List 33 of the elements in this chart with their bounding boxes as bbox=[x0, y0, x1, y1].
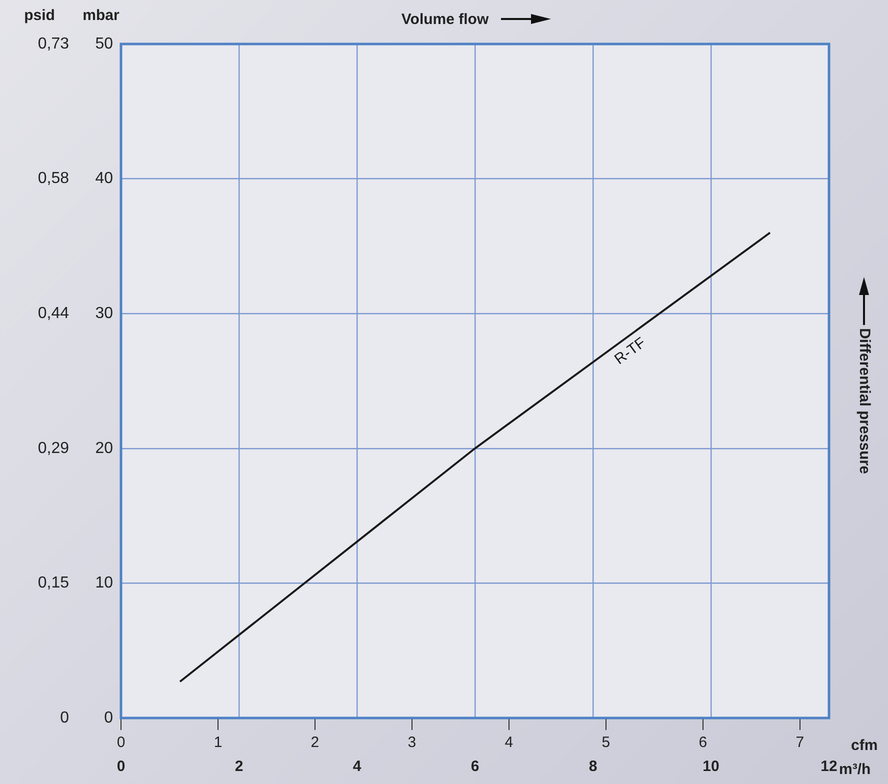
y-axis-title: mbar bbox=[82, 7, 120, 24]
x-tick-label: 10 bbox=[702, 758, 720, 776]
y-tick-label: 50 bbox=[95, 35, 114, 52]
x-tick-label: 6 bbox=[470, 758, 480, 776]
x2-tick-label: 0 bbox=[116, 734, 126, 752]
y2-tick-label: 0,29 bbox=[38, 440, 70, 457]
x-tick-label: 8 bbox=[588, 758, 598, 776]
x-tick-label: 4 bbox=[352, 758, 362, 776]
chart-title: Volume flow bbox=[401, 11, 489, 28]
y2-tick-label: 0,44 bbox=[38, 305, 70, 322]
y-tick-label: 20 bbox=[95, 440, 114, 457]
y-tick-label: 0 bbox=[104, 709, 114, 726]
y2-tick-label: 0 bbox=[60, 709, 70, 726]
x2-tick-label: 3 bbox=[408, 734, 416, 752]
y2-tick-label: 0,15 bbox=[38, 574, 70, 592]
x-axis-title: m³/h bbox=[839, 761, 871, 778]
text: Differential pressure bbox=[856, 328, 873, 474]
x-tick-label: 2 bbox=[234, 758, 244, 776]
x-tick-label: 12 bbox=[820, 758, 838, 776]
x2-axis-title: cfm bbox=[851, 737, 878, 754]
y2-axis-title: psid bbox=[24, 7, 55, 24]
x2-tick-label: 4 bbox=[504, 734, 514, 752]
y2-tick-label: 0,58 bbox=[38, 170, 70, 188]
x2-tick-label: 1 bbox=[214, 734, 222, 752]
y-tick-label: 40 bbox=[95, 170, 114, 188]
y-tick-label: 10 bbox=[95, 574, 114, 592]
y-tick-label: 30 bbox=[95, 305, 114, 322]
x-tick-label: 0 bbox=[116, 758, 126, 776]
x2-tick-label: 2 bbox=[310, 734, 320, 752]
x2-tick-label: 6 bbox=[698, 734, 708, 752]
x2-tick-label: 5 bbox=[602, 734, 610, 752]
x2-tick-label: 7 bbox=[796, 734, 804, 752]
y2-tick-label: 0,73 bbox=[38, 35, 70, 52]
